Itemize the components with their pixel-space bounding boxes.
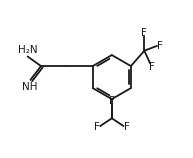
Text: H₂N: H₂N — [18, 45, 37, 55]
Text: F: F — [157, 41, 163, 51]
Text: F: F — [141, 28, 147, 38]
Text: F: F — [124, 122, 130, 132]
Text: NH: NH — [22, 82, 37, 92]
Text: F: F — [94, 122, 100, 132]
Text: F: F — [149, 62, 155, 72]
Text: F: F — [109, 96, 115, 106]
